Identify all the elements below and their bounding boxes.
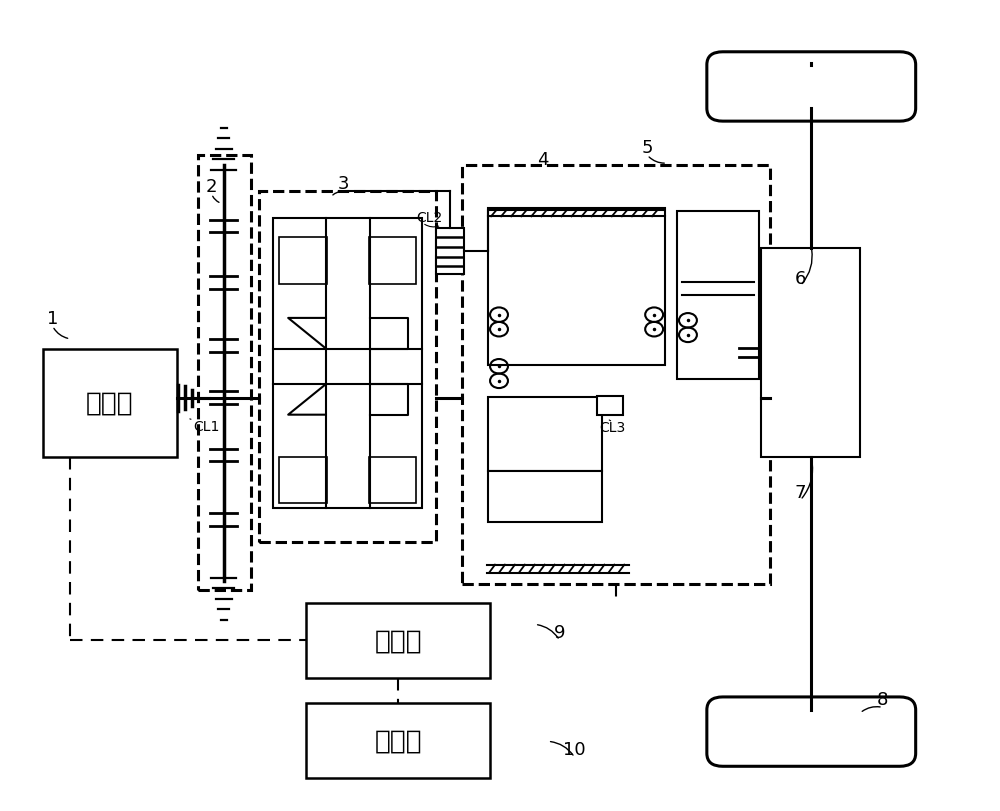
Text: 6: 6 <box>795 269 806 287</box>
Bar <box>488 471 602 522</box>
Text: CL2: CL2 <box>416 211 443 225</box>
Bar <box>436 229 464 275</box>
Bar <box>198 156 251 590</box>
Text: 发动机: 发动机 <box>86 391 133 417</box>
Bar <box>43 349 177 458</box>
Text: CL3: CL3 <box>599 420 626 434</box>
Text: 8: 8 <box>877 690 889 709</box>
Bar <box>273 219 422 508</box>
Text: 10: 10 <box>563 740 586 758</box>
Text: 4: 4 <box>537 151 549 169</box>
Bar <box>279 238 327 285</box>
Bar <box>369 238 416 285</box>
Bar <box>462 165 770 584</box>
Bar <box>306 603 490 678</box>
Text: 7: 7 <box>795 483 806 501</box>
Text: 5: 5 <box>641 139 653 157</box>
Text: 控制器: 控制器 <box>374 628 422 654</box>
Text: 9: 9 <box>554 624 565 642</box>
Bar <box>306 703 490 778</box>
Bar <box>259 192 436 543</box>
Bar <box>279 457 327 504</box>
FancyBboxPatch shape <box>707 697 916 766</box>
Bar <box>761 248 860 458</box>
Text: 3: 3 <box>338 175 350 193</box>
Bar <box>488 211 665 365</box>
Bar <box>677 212 759 380</box>
Bar <box>488 397 602 471</box>
Text: CL1: CL1 <box>194 419 220 433</box>
Text: 1: 1 <box>47 310 58 328</box>
Bar <box>369 457 416 504</box>
Text: 蓄电池: 蓄电池 <box>374 727 422 753</box>
FancyBboxPatch shape <box>707 53 916 122</box>
Bar <box>597 397 623 416</box>
Text: 2: 2 <box>206 178 217 195</box>
